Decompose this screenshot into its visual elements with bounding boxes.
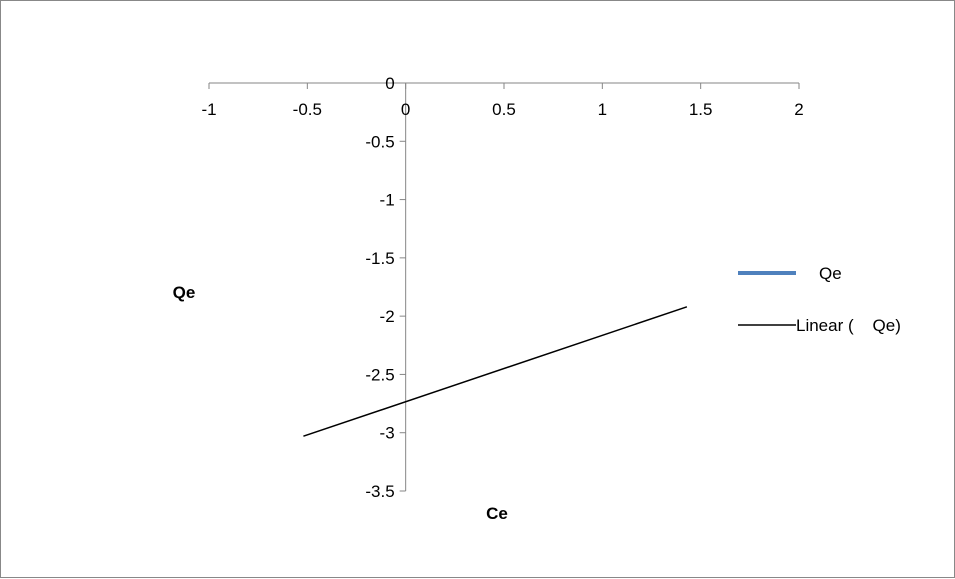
legend-label-trendline: Linear ( Qe): [796, 316, 901, 335]
ticks-layer: -1 -0.5 0 0.5 1 1.5 2 0 -0.5 -1 -1.5 -2 -2.5 -3 -3.5: [201, 74, 803, 501]
y-tick-label: -2.5: [365, 365, 394, 384]
trendline-linear: [303, 306, 688, 437]
legend-label-series-0: Qe: [819, 264, 842, 283]
x-tick-label: 0.5: [492, 100, 516, 119]
y-tick-label: -0.5: [365, 132, 394, 151]
axes-layer: [209, 82, 799, 491]
y-tick-label: -3.5: [365, 482, 394, 501]
y-tick-label: -3: [380, 424, 395, 443]
y-tick-label: -1.5: [365, 249, 394, 268]
y-tick-label: -1: [380, 191, 395, 210]
y-tick-label: 0: [385, 74, 394, 93]
x-tick-label: 1.5: [689, 100, 713, 119]
marks-layer: [303, 306, 688, 437]
x-tick-label: -0.5: [293, 100, 322, 119]
y-tick-label: -2: [380, 307, 395, 326]
x-tick-label: 0: [401, 100, 410, 119]
x-tick-label: 2: [794, 100, 803, 119]
x-tick-label: 1: [598, 100, 607, 119]
x-tick-label: -1: [201, 100, 216, 119]
x-axis-title: Ce: [486, 504, 508, 523]
y-axis-title: Qe: [173, 283, 196, 302]
legend: Qe Linear ( Qe): [738, 264, 901, 335]
